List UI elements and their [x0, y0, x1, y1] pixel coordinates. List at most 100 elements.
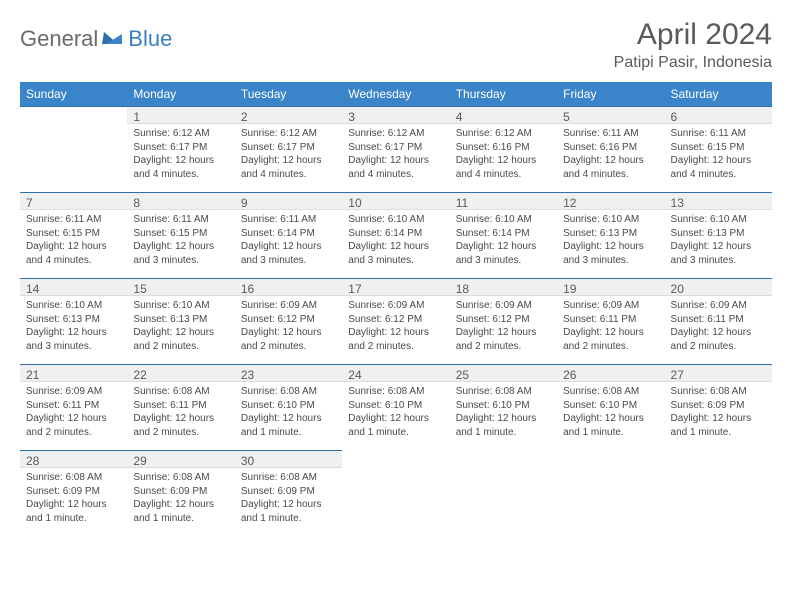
sunrise-text: Sunrise: 6:08 AM — [241, 385, 336, 399]
header: General Blue April 2024 Patipi Pasir, In… — [20, 18, 772, 72]
sunrise-text: Sunrise: 6:09 AM — [671, 299, 766, 313]
calendar-cell: 12Sunrise: 6:10 AMSunset: 6:13 PMDayligh… — [557, 192, 664, 278]
day-number-empty — [20, 106, 127, 124]
sunrise-text: Sunrise: 6:08 AM — [563, 385, 658, 399]
sunrise-text: Sunrise: 6:12 AM — [133, 127, 228, 141]
day-number: 30 — [235, 450, 342, 468]
sunset-text: Sunset: 6:09 PM — [241, 485, 336, 499]
daylight-text: Daylight: 12 hours and 3 minutes. — [671, 240, 766, 267]
sunrise-text: Sunrise: 6:09 AM — [348, 299, 443, 313]
day-detail: Sunrise: 6:10 AMSunset: 6:13 PMDaylight:… — [557, 210, 664, 267]
calendar-table: Sunday Monday Tuesday Wednesday Thursday… — [20, 82, 772, 536]
daylight-text: Daylight: 12 hours and 4 minutes. — [671, 154, 766, 181]
calendar-cell: 21Sunrise: 6:09 AMSunset: 6:11 PMDayligh… — [20, 364, 127, 450]
day-detail: Sunrise: 6:08 AMSunset: 6:09 PMDaylight:… — [235, 468, 342, 525]
day-detail: Sunrise: 6:09 AMSunset: 6:11 PMDaylight:… — [20, 382, 127, 439]
sunrise-text: Sunrise: 6:09 AM — [563, 299, 658, 313]
day-number: 29 — [127, 450, 234, 468]
sunset-text: Sunset: 6:11 PM — [671, 313, 766, 327]
day-detail: Sunrise: 6:09 AMSunset: 6:11 PMDaylight:… — [557, 296, 664, 353]
day-detail: Sunrise: 6:08 AMSunset: 6:10 PMDaylight:… — [342, 382, 449, 439]
daylight-text: Daylight: 12 hours and 1 minute. — [133, 498, 228, 525]
daylight-text: Daylight: 12 hours and 1 minute. — [348, 412, 443, 439]
day-number: 26 — [557, 364, 664, 382]
weekday-header: Tuesday — [235, 82, 342, 106]
weekday-header: Sunday — [20, 82, 127, 106]
day-number: 2 — [235, 106, 342, 124]
sunset-text: Sunset: 6:09 PM — [133, 485, 228, 499]
sunrise-text: Sunrise: 6:12 AM — [456, 127, 551, 141]
calendar-cell: 1Sunrise: 6:12 AMSunset: 6:17 PMDaylight… — [127, 106, 234, 192]
day-detail: Sunrise: 6:08 AMSunset: 6:10 PMDaylight:… — [557, 382, 664, 439]
day-detail: Sunrise: 6:12 AMSunset: 6:17 PMDaylight:… — [235, 124, 342, 181]
sunset-text: Sunset: 6:11 PM — [563, 313, 658, 327]
sunset-text: Sunset: 6:14 PM — [348, 227, 443, 241]
calendar-week-row: 21Sunrise: 6:09 AMSunset: 6:11 PMDayligh… — [20, 364, 772, 450]
sunrise-text: Sunrise: 6:09 AM — [456, 299, 551, 313]
calendar-cell: 8Sunrise: 6:11 AMSunset: 6:15 PMDaylight… — [127, 192, 234, 278]
calendar-cell: 26Sunrise: 6:08 AMSunset: 6:10 PMDayligh… — [557, 364, 664, 450]
triangle-icon — [102, 28, 124, 51]
sunrise-text: Sunrise: 6:11 AM — [241, 213, 336, 227]
calendar-cell: 25Sunrise: 6:08 AMSunset: 6:10 PMDayligh… — [450, 364, 557, 450]
daylight-text: Daylight: 12 hours and 2 minutes. — [671, 326, 766, 353]
daylight-text: Daylight: 12 hours and 2 minutes. — [133, 412, 228, 439]
daylight-text: Daylight: 12 hours and 3 minutes. — [241, 240, 336, 267]
sunset-text: Sunset: 6:12 PM — [348, 313, 443, 327]
sunrise-text: Sunrise: 6:10 AM — [133, 299, 228, 313]
day-number: 4 — [450, 106, 557, 124]
calendar-cell — [342, 450, 449, 536]
sunrise-text: Sunrise: 6:08 AM — [241, 471, 336, 485]
page-title: April 2024 — [614, 18, 772, 52]
day-number: 28 — [20, 450, 127, 468]
sunset-text: Sunset: 6:15 PM — [26, 227, 121, 241]
sunset-text: Sunset: 6:13 PM — [671, 227, 766, 241]
day-detail: Sunrise: 6:08 AMSunset: 6:10 PMDaylight:… — [235, 382, 342, 439]
day-number: 21 — [20, 364, 127, 382]
weekday-header: Thursday — [450, 82, 557, 106]
sunset-text: Sunset: 6:17 PM — [241, 141, 336, 155]
daylight-text: Daylight: 12 hours and 2 minutes. — [133, 326, 228, 353]
day-number: 12 — [557, 192, 664, 210]
sunrise-text: Sunrise: 6:11 AM — [671, 127, 766, 141]
day-number: 5 — [557, 106, 664, 124]
daylight-text: Daylight: 12 hours and 1 minute. — [241, 498, 336, 525]
weekday-header: Monday — [127, 82, 234, 106]
sunset-text: Sunset: 6:10 PM — [456, 399, 551, 413]
calendar-cell: 5Sunrise: 6:11 AMSunset: 6:16 PMDaylight… — [557, 106, 664, 192]
sunrise-text: Sunrise: 6:08 AM — [133, 471, 228, 485]
daylight-text: Daylight: 12 hours and 4 minutes. — [241, 154, 336, 181]
calendar-cell: 11Sunrise: 6:10 AMSunset: 6:14 PMDayligh… — [450, 192, 557, 278]
calendar-cell: 28Sunrise: 6:08 AMSunset: 6:09 PMDayligh… — [20, 450, 127, 536]
day-detail: Sunrise: 6:11 AMSunset: 6:15 PMDaylight:… — [20, 210, 127, 267]
calendar-cell: 19Sunrise: 6:09 AMSunset: 6:11 PMDayligh… — [557, 278, 664, 364]
day-detail: Sunrise: 6:11 AMSunset: 6:15 PMDaylight:… — [665, 124, 772, 181]
calendar-cell: 9Sunrise: 6:11 AMSunset: 6:14 PMDaylight… — [235, 192, 342, 278]
logo-text-general: General — [20, 26, 98, 52]
sunrise-text: Sunrise: 6:08 AM — [133, 385, 228, 399]
sunset-text: Sunset: 6:16 PM — [456, 141, 551, 155]
title-block: April 2024 Patipi Pasir, Indonesia — [614, 18, 772, 72]
daylight-text: Daylight: 12 hours and 3 minutes. — [133, 240, 228, 267]
sunrise-text: Sunrise: 6:11 AM — [563, 127, 658, 141]
sunrise-text: Sunrise: 6:08 AM — [671, 385, 766, 399]
calendar-cell — [20, 106, 127, 192]
daylight-text: Daylight: 12 hours and 1 minute. — [241, 412, 336, 439]
day-detail: Sunrise: 6:09 AMSunset: 6:11 PMDaylight:… — [665, 296, 772, 353]
logo-text-blue: Blue — [128, 26, 172, 52]
day-detail: Sunrise: 6:11 AMSunset: 6:15 PMDaylight:… — [127, 210, 234, 267]
day-detail: Sunrise: 6:08 AMSunset: 6:09 PMDaylight:… — [127, 468, 234, 525]
daylight-text: Daylight: 12 hours and 1 minute. — [26, 498, 121, 525]
calendar-cell: 29Sunrise: 6:08 AMSunset: 6:09 PMDayligh… — [127, 450, 234, 536]
daylight-text: Daylight: 12 hours and 1 minute. — [456, 412, 551, 439]
day-number: 9 — [235, 192, 342, 210]
logo: General Blue — [20, 18, 172, 52]
sunset-text: Sunset: 6:13 PM — [563, 227, 658, 241]
day-number: 24 — [342, 364, 449, 382]
daylight-text: Daylight: 12 hours and 4 minutes. — [133, 154, 228, 181]
sunset-text: Sunset: 6:16 PM — [563, 141, 658, 155]
day-detail: Sunrise: 6:10 AMSunset: 6:14 PMDaylight:… — [342, 210, 449, 267]
day-detail: Sunrise: 6:09 AMSunset: 6:12 PMDaylight:… — [235, 296, 342, 353]
day-number: 10 — [342, 192, 449, 210]
day-detail: Sunrise: 6:10 AMSunset: 6:13 PMDaylight:… — [127, 296, 234, 353]
